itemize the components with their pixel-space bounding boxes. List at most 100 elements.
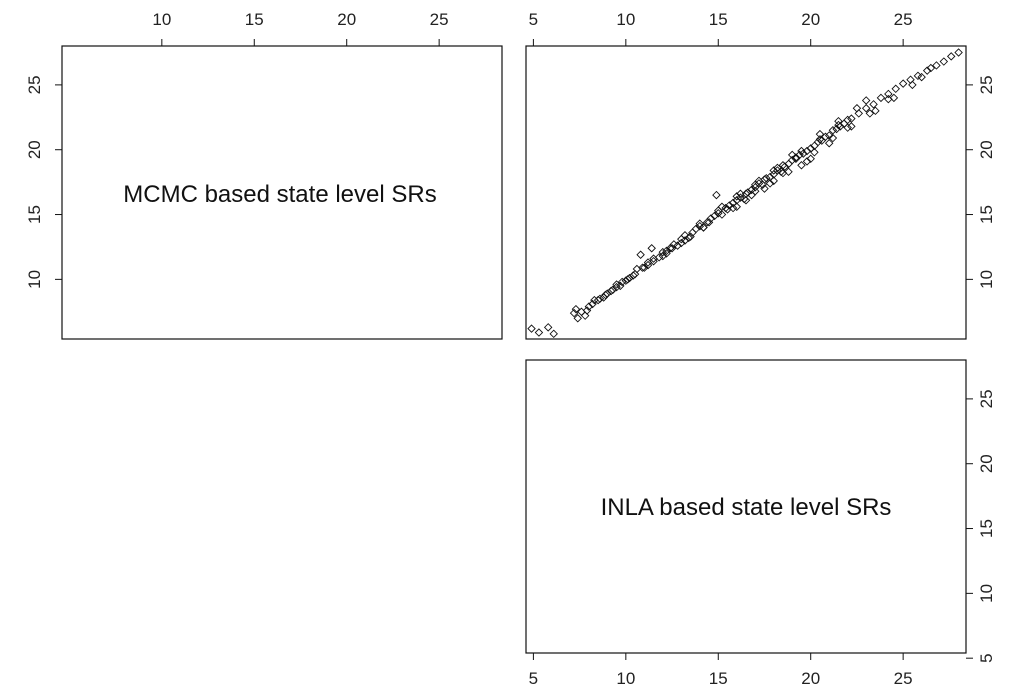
scatter-point xyxy=(908,80,917,90)
scatter-point xyxy=(917,72,926,82)
scatter-point xyxy=(821,132,830,141)
scatter-point xyxy=(584,302,594,311)
scatter-point xyxy=(732,196,741,205)
scatter-point xyxy=(712,190,721,200)
scatter-point xyxy=(869,100,878,109)
scatter-point xyxy=(710,211,719,221)
scatter-point xyxy=(662,246,671,256)
scatter-point xyxy=(802,146,812,156)
scatter-point xyxy=(747,190,756,200)
scatter-point xyxy=(741,196,751,205)
diagonal-label-mcmc: MCMC based state level SRs xyxy=(123,181,436,208)
scatter-point xyxy=(717,210,727,219)
panel-inla-diagonal xyxy=(525,359,967,654)
scatter-point xyxy=(608,285,618,294)
scatter-point xyxy=(773,163,782,173)
scatter-point xyxy=(649,254,658,263)
scatter-point xyxy=(797,146,806,156)
scatter-point xyxy=(643,258,653,267)
scatter-point xyxy=(889,93,899,103)
scatter-point xyxy=(658,251,668,261)
scatter-point xyxy=(588,299,597,309)
scatter-point xyxy=(647,244,656,253)
scatter-point xyxy=(580,311,590,320)
scatter-point xyxy=(847,114,856,123)
scatter-point xyxy=(667,244,677,253)
scatter-point xyxy=(677,238,686,248)
tick-label-right-upper: 15 xyxy=(977,205,996,224)
scatter-point xyxy=(754,179,764,188)
tick-label-top-left: 10 xyxy=(152,10,171,29)
tick-label-left-upper: 10 xyxy=(25,270,44,289)
scatter-point xyxy=(649,256,658,266)
scatter-point xyxy=(791,153,801,162)
scatter-point xyxy=(852,103,862,113)
scatter-point xyxy=(691,224,701,234)
scatter-point xyxy=(898,79,908,88)
scatter-point xyxy=(606,286,616,296)
scatter-point xyxy=(549,329,558,339)
panel-scatter xyxy=(525,45,967,340)
scatter-point xyxy=(834,120,843,130)
scatter-point xyxy=(824,138,834,148)
scatter-point xyxy=(725,201,734,210)
scatter-point xyxy=(638,263,647,272)
tick-label-right-upper: 20 xyxy=(977,140,996,159)
tick-label-left-upper: 15 xyxy=(25,205,44,224)
scatter-point xyxy=(932,61,941,70)
scatter-point xyxy=(797,161,806,170)
scatter-point xyxy=(699,223,708,232)
scatter-point xyxy=(704,218,714,227)
scatter-point xyxy=(573,314,583,323)
scatter-point xyxy=(813,137,823,147)
tick-label-right-upper: 10 xyxy=(977,270,996,289)
scatter-point xyxy=(593,295,603,305)
scatter-point xyxy=(765,179,775,188)
scatter-point xyxy=(760,175,769,184)
scatter-point xyxy=(847,122,856,131)
scatter-point xyxy=(876,93,886,103)
tick-label-right-lower: 15 xyxy=(977,519,996,538)
scatter-point xyxy=(861,96,871,105)
scatter-point xyxy=(799,149,808,158)
scatter-point xyxy=(946,52,956,61)
scatter-point xyxy=(728,203,738,213)
tick-label-top-right: 10 xyxy=(616,10,635,29)
scatter-point xyxy=(843,115,852,125)
tick-label-top-right: 5 xyxy=(529,10,538,29)
tick-label-bottom-right: 15 xyxy=(709,669,728,688)
scatter-point xyxy=(680,236,690,245)
scatter-point xyxy=(806,154,815,164)
scatter-point xyxy=(760,184,769,193)
scatter-point xyxy=(954,48,963,57)
scatter-point xyxy=(769,176,778,186)
tick-label-top-right: 20 xyxy=(801,10,820,29)
panels-layer xyxy=(61,45,967,654)
scatter-point xyxy=(534,328,544,337)
scatter-point xyxy=(601,290,610,300)
scatter-point xyxy=(787,150,797,160)
scatter-point xyxy=(891,84,900,94)
scatter-point xyxy=(543,323,553,332)
scatter-point xyxy=(926,63,936,73)
scatter-points-layer xyxy=(527,48,963,339)
diagonal-label-inla: INLA based state level SRs xyxy=(601,494,892,521)
tick-label-left-upper: 25 xyxy=(25,75,44,94)
tick-label-top-right: 15 xyxy=(709,10,728,29)
scatter-point xyxy=(913,71,923,81)
scatter-point xyxy=(616,281,625,291)
scatter-point xyxy=(861,103,871,113)
scatter-point xyxy=(680,231,690,240)
scatter-point xyxy=(582,306,592,315)
scatter-point xyxy=(717,202,727,211)
tick-label-right-lower: 20 xyxy=(977,454,996,473)
scatter-point xyxy=(527,324,536,333)
tick-label-bottom-right: 25 xyxy=(894,669,913,688)
scatter-point xyxy=(628,271,638,280)
scatter-point xyxy=(784,167,793,176)
scatter-point xyxy=(617,277,627,287)
scatter-point xyxy=(787,155,797,165)
scatter-point xyxy=(834,116,843,126)
tick-label-right-lower: 10 xyxy=(977,584,996,603)
scatter-point xyxy=(686,232,695,241)
